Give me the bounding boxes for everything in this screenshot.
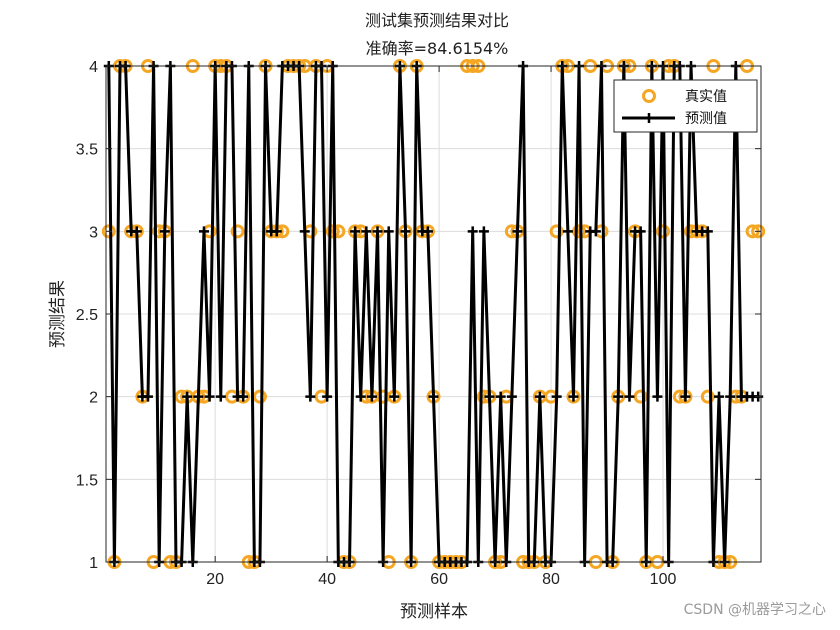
predicted-point: [271, 226, 282, 237]
predicted-point: [512, 226, 523, 237]
predicted-point: [613, 391, 624, 402]
predicted-point: [299, 226, 310, 237]
y-tick-label: 1: [89, 555, 98, 572]
y-tick-label: 4: [89, 59, 98, 76]
predicted-point: [652, 391, 663, 402]
predicted-point: [142, 391, 153, 402]
legend: 真实值 预测值: [613, 79, 758, 133]
predicted-point: [702, 226, 713, 237]
actual-point: [331, 224, 346, 239]
predicted-point: [193, 391, 204, 402]
predicted-point: [198, 226, 209, 237]
actual-point: [101, 224, 116, 239]
actual-point: [572, 224, 587, 239]
predicted-point: [215, 391, 226, 402]
x-tick-label: 100: [650, 571, 677, 588]
predicted-point: [305, 391, 316, 402]
predicted-point: [350, 226, 361, 237]
y-tick-label: 3: [89, 224, 98, 241]
predicted-point: [478, 226, 489, 237]
actual-point: [230, 224, 245, 239]
predicted-point: [680, 391, 691, 402]
x-tick-label: 80: [542, 571, 560, 588]
predicted-point: [467, 226, 478, 237]
actual-point: [700, 389, 715, 404]
actual-point: [549, 224, 564, 239]
predicted-point: [551, 391, 562, 402]
predicted-point: [322, 391, 333, 402]
predicted-point: [372, 226, 383, 237]
predicted-point: [495, 391, 506, 402]
y-tick-label: 2: [89, 390, 98, 407]
predicted-point: [428, 391, 439, 402]
x-tick-label: 40: [318, 571, 336, 588]
legend-box: [613, 79, 758, 133]
chart-title: 测试集预测结果对比: [365, 11, 509, 30]
predicted-point: [590, 226, 601, 237]
x-tick-label: 60: [430, 571, 448, 588]
predicted-point: [635, 226, 646, 237]
y-tick-label: 2.5: [76, 307, 98, 324]
predicted-point: [562, 226, 573, 237]
predicted-point: [361, 226, 372, 237]
predicted-point: [422, 226, 433, 237]
legend-label-actual: 真实值: [685, 89, 727, 105]
predicted-point: [568, 391, 579, 402]
chart-subtitle: 准确率=84.6154%: [366, 39, 509, 58]
y-tick-label: 1.5: [76, 472, 98, 489]
predicted-point: [383, 226, 394, 237]
predicted-point: [204, 391, 215, 402]
predicted-point: [159, 226, 170, 237]
predicted-point: [714, 391, 725, 402]
legend-label-predicted: 预测值: [685, 111, 727, 127]
y-axis-label: 预测结果: [48, 280, 68, 348]
x-tick-label: 20: [206, 571, 224, 588]
predicted-point: [400, 226, 411, 237]
actual-point: [751, 224, 766, 239]
legend-plus-marker-icon: [644, 113, 654, 123]
predicted-point: [182, 391, 193, 402]
predicted-point: [725, 391, 736, 402]
actual-point: [325, 224, 340, 239]
x-axis-label: 预测样本: [400, 602, 468, 622]
predicted-point: [366, 391, 377, 402]
predicted-point: [506, 391, 517, 402]
predicted-point: [534, 391, 545, 402]
predicted-point: [131, 226, 142, 237]
watermark: CSDN @机器学习之心: [684, 602, 826, 618]
actual-point: [252, 389, 267, 404]
predicted-point: [238, 391, 249, 402]
tick-layer: 20 40 60 80 100 1 1.5 2 2.5 3 3.5 4: [76, 59, 761, 588]
actual-point: [656, 224, 671, 239]
y-tick-label: 3.5: [76, 142, 98, 159]
legend-circle-marker-icon: [642, 89, 656, 103]
predicted-point: [484, 391, 495, 402]
predicted-point: [389, 391, 400, 402]
predicted-point: [355, 391, 366, 402]
predicted-point: [624, 391, 635, 402]
actual-point: [633, 389, 648, 404]
